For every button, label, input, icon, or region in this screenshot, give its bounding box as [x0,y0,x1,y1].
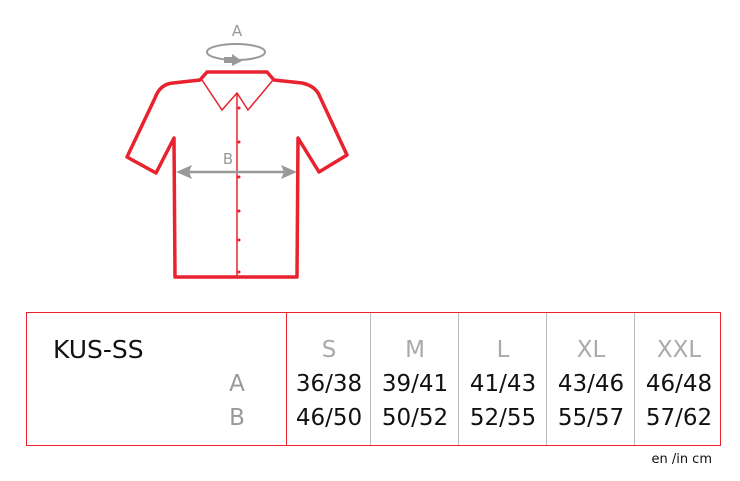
unit-note: en /in cm [651,452,712,467]
divider [370,313,371,445]
size-header: XXL [656,337,702,363]
row-label-a: A [229,371,245,397]
cell-a: 46/48 [645,371,713,397]
size-header: M [405,337,425,363]
row-label-b: B [229,405,245,431]
size-header: L [496,337,510,363]
cell-b: 50/52 [381,405,449,431]
divider [286,313,287,445]
buttons [237,106,241,274]
size-header: XL [576,337,606,363]
chest-arrow-right-icon [281,165,297,179]
shirt-diagram: A B [125,22,349,279]
model-name: KUS-SS [53,335,144,364]
cell-b: 57/62 [645,405,713,431]
label-a: A [232,22,243,40]
cell-a: 36/38 [295,371,363,397]
cell-b: 52/55 [469,405,537,431]
size-header: S [321,337,337,363]
cell-b: 55/57 [557,405,625,431]
cell-b: 46/50 [295,405,363,431]
label-b: B [223,150,233,168]
cell-a: 41/43 [469,371,537,397]
shirt-outline [125,70,349,279]
neck-measure-arrow-icon [224,54,242,66]
divider [546,313,547,445]
chest-arrow-left-icon [176,165,192,179]
size-table: KUS-SS A B S M L XL XXL 36/38 39/41 41/4… [26,312,721,446]
cell-a: 43/46 [557,371,625,397]
cell-a: 39/41 [381,371,449,397]
divider [458,313,459,445]
divider [634,313,635,445]
